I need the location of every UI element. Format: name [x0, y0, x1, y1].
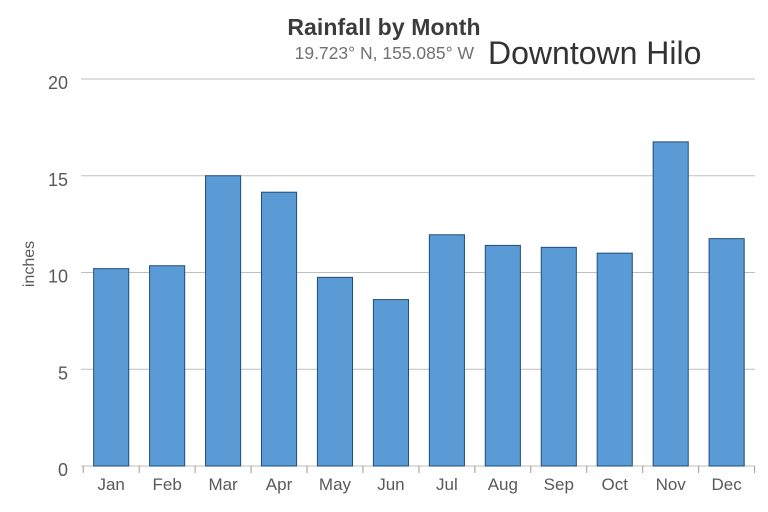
- svg-text:0: 0: [58, 460, 68, 480]
- svg-text:Apr: Apr: [266, 475, 293, 494]
- svg-text:Mar: Mar: [208, 475, 238, 494]
- svg-text:15: 15: [48, 170, 68, 190]
- svg-text:10: 10: [48, 267, 68, 287]
- svg-text:Jan: Jan: [97, 475, 124, 494]
- svg-text:5: 5: [58, 363, 68, 383]
- svg-text:Sep: Sep: [544, 475, 574, 494]
- svg-text:Aug: Aug: [488, 475, 518, 494]
- svg-text:Jun: Jun: [377, 475, 404, 494]
- svg-text:Dec: Dec: [712, 475, 743, 494]
- svg-text:May: May: [319, 475, 352, 494]
- svg-text:20: 20: [48, 73, 68, 93]
- svg-text:Feb: Feb: [152, 475, 181, 494]
- svg-text:Jul: Jul: [436, 475, 458, 494]
- svg-text:Nov: Nov: [656, 475, 687, 494]
- svg-text:Oct: Oct: [602, 475, 629, 494]
